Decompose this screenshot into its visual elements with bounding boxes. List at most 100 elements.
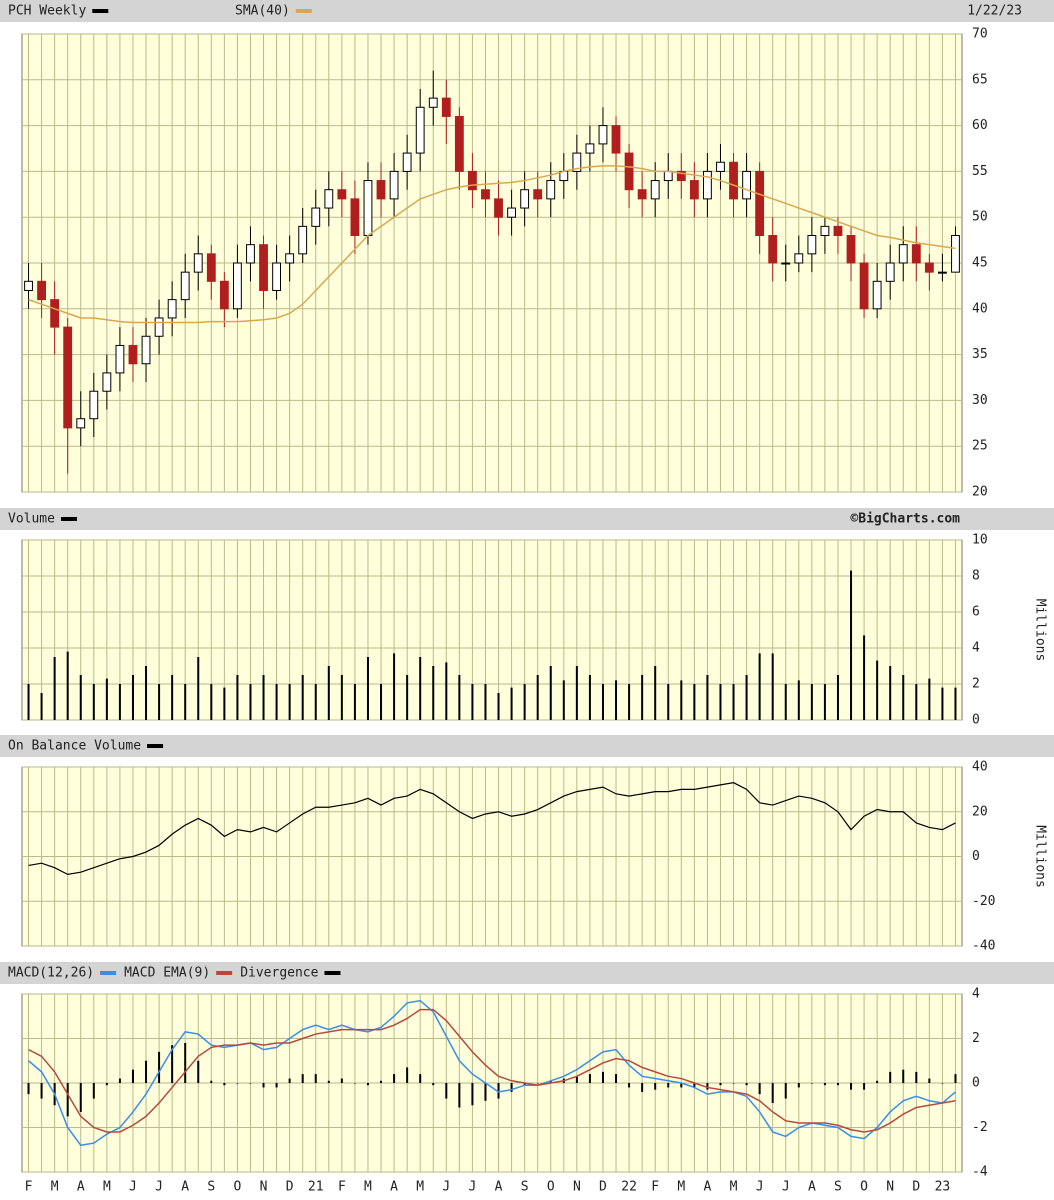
divergence-bar <box>275 1083 278 1088</box>
volume-bar <box>928 678 931 720</box>
volume-bar <box>262 675 265 720</box>
divergence-bar <box>92 1083 95 1099</box>
candle-body <box>546 180 556 200</box>
y-tick-label: 4 <box>972 641 980 656</box>
divergence-bar <box>197 1060 200 1083</box>
candle-body <box>520 189 530 209</box>
volume-bar <box>628 684 631 720</box>
divergence-bar <box>223 1083 226 1086</box>
candle-body <box>102 372 112 392</box>
candle-body <box>755 170 765 237</box>
candle-body <box>324 189 334 209</box>
volume-bar <box>615 680 618 720</box>
divergence-bar <box>680 1083 683 1088</box>
x-tick-label: D <box>912 1180 920 1195</box>
volume-bar <box>850 570 853 720</box>
x-tick-label: 22 <box>621 1180 637 1195</box>
y-tick-label: 25 <box>972 439 988 454</box>
y-axis-label: Millions <box>1033 599 1048 662</box>
candle-body <box>402 152 412 172</box>
x-tick-label: M <box>51 1180 59 1195</box>
divergence-bar <box>889 1071 892 1083</box>
divergence-bar <box>406 1067 409 1083</box>
divergence-bar <box>66 1083 69 1117</box>
divergence-bar <box>902 1069 905 1083</box>
volume-bar <box>249 684 252 720</box>
candle-body <box>337 189 347 200</box>
x-tick-label: F <box>338 1180 346 1195</box>
legend-swatch <box>324 971 341 975</box>
volume-bar <box>836 675 839 720</box>
divergence-bar <box>340 1078 343 1083</box>
volume-bar <box>223 687 226 720</box>
legend-swatch <box>100 971 117 975</box>
divergence-bar <box>575 1076 578 1083</box>
y-tick-label: -4 <box>972 1165 988 1180</box>
volume-bar <box>92 684 95 720</box>
divergence-bar <box>641 1083 644 1092</box>
x-tick-label: N <box>886 1180 894 1195</box>
candle-body <box>389 170 399 200</box>
candle-body <box>650 180 660 200</box>
divergence-bar <box>667 1083 670 1088</box>
x-tick-label: S <box>834 1180 842 1195</box>
volume-bar <box>53 657 56 720</box>
divergence-bar <box>419 1074 422 1083</box>
x-tick-label: A <box>77 1180 85 1195</box>
x-tick-label: D <box>286 1180 294 1195</box>
candle-body <box>768 235 778 264</box>
divergence-bar <box>432 1083 435 1086</box>
volume-bar <box>784 684 787 720</box>
divergence-bar <box>784 1083 787 1099</box>
volume-bar <box>458 675 461 720</box>
candle-body <box>781 262 791 265</box>
candle-body <box>533 189 543 200</box>
divergence-bar <box>158 1051 161 1083</box>
volume-bar <box>876 660 879 720</box>
candle-body <box>794 253 804 264</box>
candle-body <box>219 280 229 310</box>
candle-body <box>415 106 425 154</box>
y-tick-label: 10 <box>972 533 988 548</box>
x-tick-label: O <box>234 1180 242 1195</box>
candle-body <box>154 317 164 337</box>
volume-bar <box>575 666 578 720</box>
legend-label: SMA(40) <box>235 4 290 19</box>
candle-body <box>63 326 73 429</box>
candle-body <box>938 271 947 274</box>
volume-bar <box>314 684 317 720</box>
volume-bar <box>810 684 813 720</box>
x-tick-label: J <box>469 1180 477 1195</box>
candle-body <box>807 235 817 255</box>
x-tick-label: O <box>860 1180 868 1195</box>
x-tick-label: J <box>129 1180 137 1195</box>
divergence-bar <box>393 1074 396 1083</box>
legend-label: MACD(12,26) <box>8 966 94 981</box>
divergence-bar <box>380 1080 383 1083</box>
legend-swatch <box>295 9 312 13</box>
candle-body <box>676 170 686 182</box>
candle-body <box>637 189 647 200</box>
divergence-bar <box>810 1083 813 1084</box>
candle-body <box>272 262 281 291</box>
volume-bar <box>601 684 604 720</box>
volume-bar <box>210 684 213 720</box>
divergence-bar <box>314 1074 317 1083</box>
divergence-bar <box>745 1083 748 1086</box>
macd-line <box>28 1008 956 1133</box>
candle-body <box>363 180 373 237</box>
divergence-bar <box>353 1083 356 1084</box>
candle-body <box>898 244 908 264</box>
candle-body <box>716 161 725 172</box>
candle-body <box>624 152 634 191</box>
y-tick-label: 0 <box>972 849 980 864</box>
legend-swatch <box>60 517 77 521</box>
y-tick-label: 8 <box>972 569 980 584</box>
candle-body <box>454 115 464 172</box>
x-tick-label: A <box>390 1180 398 1195</box>
volume-bar <box>641 675 644 720</box>
obv-line <box>28 782 956 876</box>
candle-body <box>246 244 255 264</box>
divergence-bar <box>615 1074 618 1083</box>
